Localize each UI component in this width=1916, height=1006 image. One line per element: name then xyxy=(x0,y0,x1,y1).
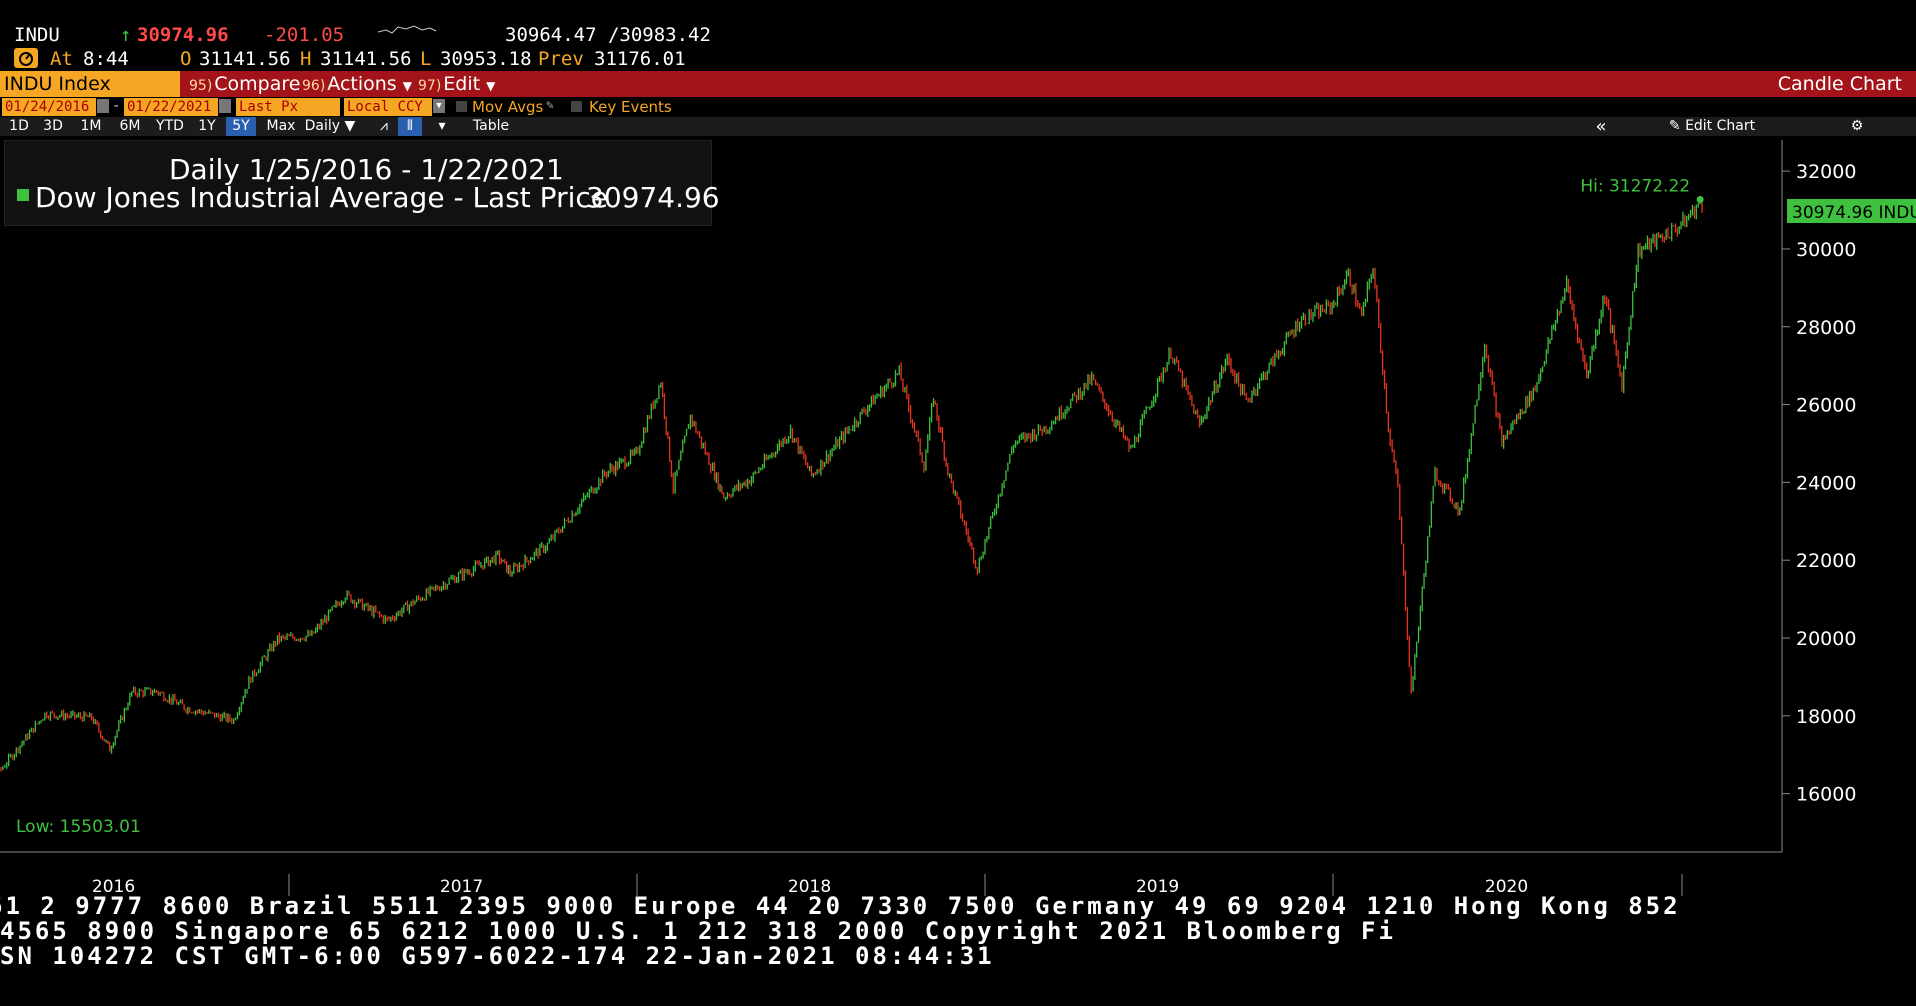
low-label: L xyxy=(420,48,432,70)
collapse-icon[interactable]: « xyxy=(1595,116,1607,137)
calendar-icon[interactable] xyxy=(219,99,231,113)
range-ytd[interactable]: YTD xyxy=(156,118,184,134)
x-tick-label: 2016 xyxy=(92,877,135,897)
y-tick-label: 30000 xyxy=(1796,239,1856,261)
last-price-tag-text: 30974.96 INDU xyxy=(1792,203,1916,223)
range-6m[interactable]: 6M xyxy=(119,118,141,134)
security-field[interactable]: INDU Index xyxy=(0,71,180,97)
calendar-icon[interactable] xyxy=(97,99,109,113)
range-1m[interactable]: 1M xyxy=(80,118,102,134)
edit-button[interactable]: 97) Edit ▼ xyxy=(412,71,501,97)
y-tick-label: 20000 xyxy=(1796,628,1856,650)
compare-label: Compare xyxy=(214,73,301,95)
open-value: 31141.56 xyxy=(199,48,291,70)
edit-chart-label: Edit Chart xyxy=(1685,118,1756,134)
pencil-icon[interactable]: ✎ xyxy=(546,98,554,113)
footer-line-2: 4565 8900 Singapore 65 6212 1000 U.S. 1 … xyxy=(0,917,1396,945)
edit-num: 97) xyxy=(418,78,442,94)
line-chart-icon[interactable]: ⩘ xyxy=(380,118,388,134)
legend-period: Daily 1/25/2016 - 1/22/2021 xyxy=(169,153,564,186)
currency-select[interactable]: Local CCY xyxy=(344,98,432,116)
range-bar xyxy=(0,117,1916,136)
dropdown-icon[interactable]: ▼ xyxy=(433,99,445,113)
series-swatch xyxy=(17,189,29,201)
clock-icon xyxy=(14,48,38,68)
edit-label: Edit xyxy=(443,73,481,95)
y-tick-label: 16000 xyxy=(1796,784,1856,806)
last-price-tag xyxy=(1787,199,1916,224)
up-arrow-icon: ↑ xyxy=(120,24,132,46)
footer-line-1: 61 2 9777 8600 Brazil 5511 2395 9000 Eur… xyxy=(0,892,1681,920)
x-tick-label: 2018 xyxy=(788,877,831,897)
mov-avgs-label: Mov Avgs xyxy=(472,98,544,116)
caret-down-icon[interactable]: ▾ xyxy=(438,118,446,134)
last-price: 30974.96 xyxy=(137,24,229,46)
table-button[interactable]: Table xyxy=(472,118,510,134)
caret-down-icon: ▼ xyxy=(402,79,412,93)
end-date-field[interactable]: 01/22/2021 xyxy=(124,98,218,116)
y-tick-label: 22000 xyxy=(1796,550,1856,572)
actions-num: 96) xyxy=(302,78,326,94)
compare-button[interactable]: 95) Compare xyxy=(183,71,306,97)
sparkline-icon xyxy=(378,25,437,34)
x-tick-label: 2020 xyxy=(1485,877,1528,897)
high-label: H xyxy=(300,48,312,70)
hi-label: Hi: 31272.22 xyxy=(1580,176,1690,196)
at-label: At xyxy=(50,48,73,70)
start-date-field[interactable]: 01/24/2016 xyxy=(2,98,96,116)
legend-series: Dow Jones Industrial Average - Last Pric… xyxy=(35,181,608,214)
period-label: Daily xyxy=(304,118,341,134)
gear-icon[interactable]: ⚙ xyxy=(1850,118,1864,134)
caret-down-icon: ▼ xyxy=(486,79,496,93)
range-3d[interactable]: 3D xyxy=(43,118,63,134)
mov-avgs-checkbox[interactable] xyxy=(456,101,467,112)
caret-down-icon: ▼ xyxy=(344,118,356,134)
high-value: 31141.56 xyxy=(320,48,412,70)
net-change: -201.05 xyxy=(264,24,345,46)
low-value: 30953.18 xyxy=(440,48,532,70)
period-select[interactable]: Daily ▼ xyxy=(302,117,358,136)
date-dash: - xyxy=(112,98,121,114)
bid-ask: 30964.47 /30983.42 xyxy=(505,24,711,46)
low-label: Low: 15503.01 xyxy=(16,817,141,837)
x-tick-label: 2019 xyxy=(1136,877,1179,897)
edit-chart-button[interactable]: ✎ Edit Chart xyxy=(1668,118,1756,134)
chart-type-label[interactable]: Candle Chart xyxy=(1777,73,1902,95)
quote-time: 8:44 xyxy=(83,48,129,70)
toolbar xyxy=(0,71,1916,97)
y-tick-label: 32000 xyxy=(1796,161,1856,183)
footer-line-3: SN 104272 CST GMT-6:00 G597-6022-174 22-… xyxy=(0,942,995,970)
key-events-label: Key Events xyxy=(589,98,672,116)
prev-label: Prev xyxy=(538,48,584,70)
prev-value: 31176.01 xyxy=(594,48,686,70)
ticker: INDU xyxy=(14,24,60,46)
range-max[interactable]: Max xyxy=(266,118,296,134)
y-tick-label: 26000 xyxy=(1796,395,1856,417)
actions-label: Actions xyxy=(327,73,397,95)
range-5y[interactable]: 5Y xyxy=(226,117,256,136)
actions-button[interactable]: 96) Actions ▼ xyxy=(296,71,418,97)
field-select[interactable]: Last Px xyxy=(236,98,340,116)
y-tick-label: 24000 xyxy=(1796,472,1856,494)
hi-marker xyxy=(1696,195,1704,203)
legend-value: 30974.96 xyxy=(586,181,720,214)
compare-num: 95) xyxy=(189,78,213,94)
x-tick-label: 2017 xyxy=(440,877,483,897)
open-label: O xyxy=(180,48,192,70)
y-tick-label: 28000 xyxy=(1796,317,1856,339)
key-events-checkbox[interactable] xyxy=(571,101,582,112)
candle-chart-icon[interactable]: ⫴ xyxy=(398,117,422,136)
y-tick-label: 18000 xyxy=(1796,706,1856,728)
range-1y[interactable]: 1Y xyxy=(198,118,216,134)
range-1d[interactable]: 1D xyxy=(9,118,29,134)
chart-legend: Daily 1/25/2016 - 1/22/2021 Dow Jones In… xyxy=(4,140,720,226)
